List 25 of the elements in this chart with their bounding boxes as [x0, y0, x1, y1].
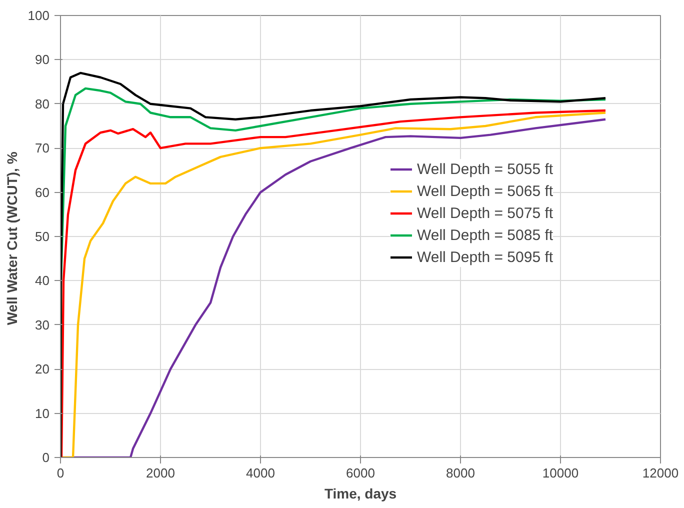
- y-tick-label: 80: [35, 96, 50, 112]
- x-tick-label: 4000: [246, 466, 275, 480]
- y-tick-label: 70: [35, 140, 50, 156]
- legend-label: Well Depth = 5075 ft: [417, 204, 554, 222]
- x-tick-label: 10000: [542, 466, 579, 480]
- y-tick-label: 30: [35, 317, 50, 332]
- legend-label: Well Depth = 5085 ft: [417, 226, 554, 244]
- x-tick-label: 8000: [446, 466, 475, 480]
- y-tick-label: 90: [35, 52, 50, 68]
- y-tick-label: 60: [35, 184, 50, 200]
- y-axis-title: Well Water Cut (WCUT), %: [4, 151, 20, 326]
- y-tick-label: 0: [42, 450, 50, 465]
- legend-label: Well Depth = 5095 ft: [417, 248, 554, 266]
- x-tick-label: 12000: [642, 466, 679, 480]
- x-tick-label: 6000: [346, 466, 375, 480]
- x-tick-label: 2000: [146, 466, 175, 480]
- y-tick-label: 20: [35, 362, 50, 377]
- y-tick-label: 10: [35, 406, 50, 421]
- y-tick-label: 100: [28, 8, 50, 23]
- y-tick-label: 50: [35, 229, 50, 244]
- y-tick-label: 40: [35, 273, 50, 288]
- legend-label: Well Depth = 5065 ft: [417, 182, 554, 200]
- legend-label: Well Depth = 5055 ft: [417, 160, 554, 178]
- x-tick-label: 0: [56, 466, 64, 480]
- x-axis-title: Time, days: [324, 486, 397, 502]
